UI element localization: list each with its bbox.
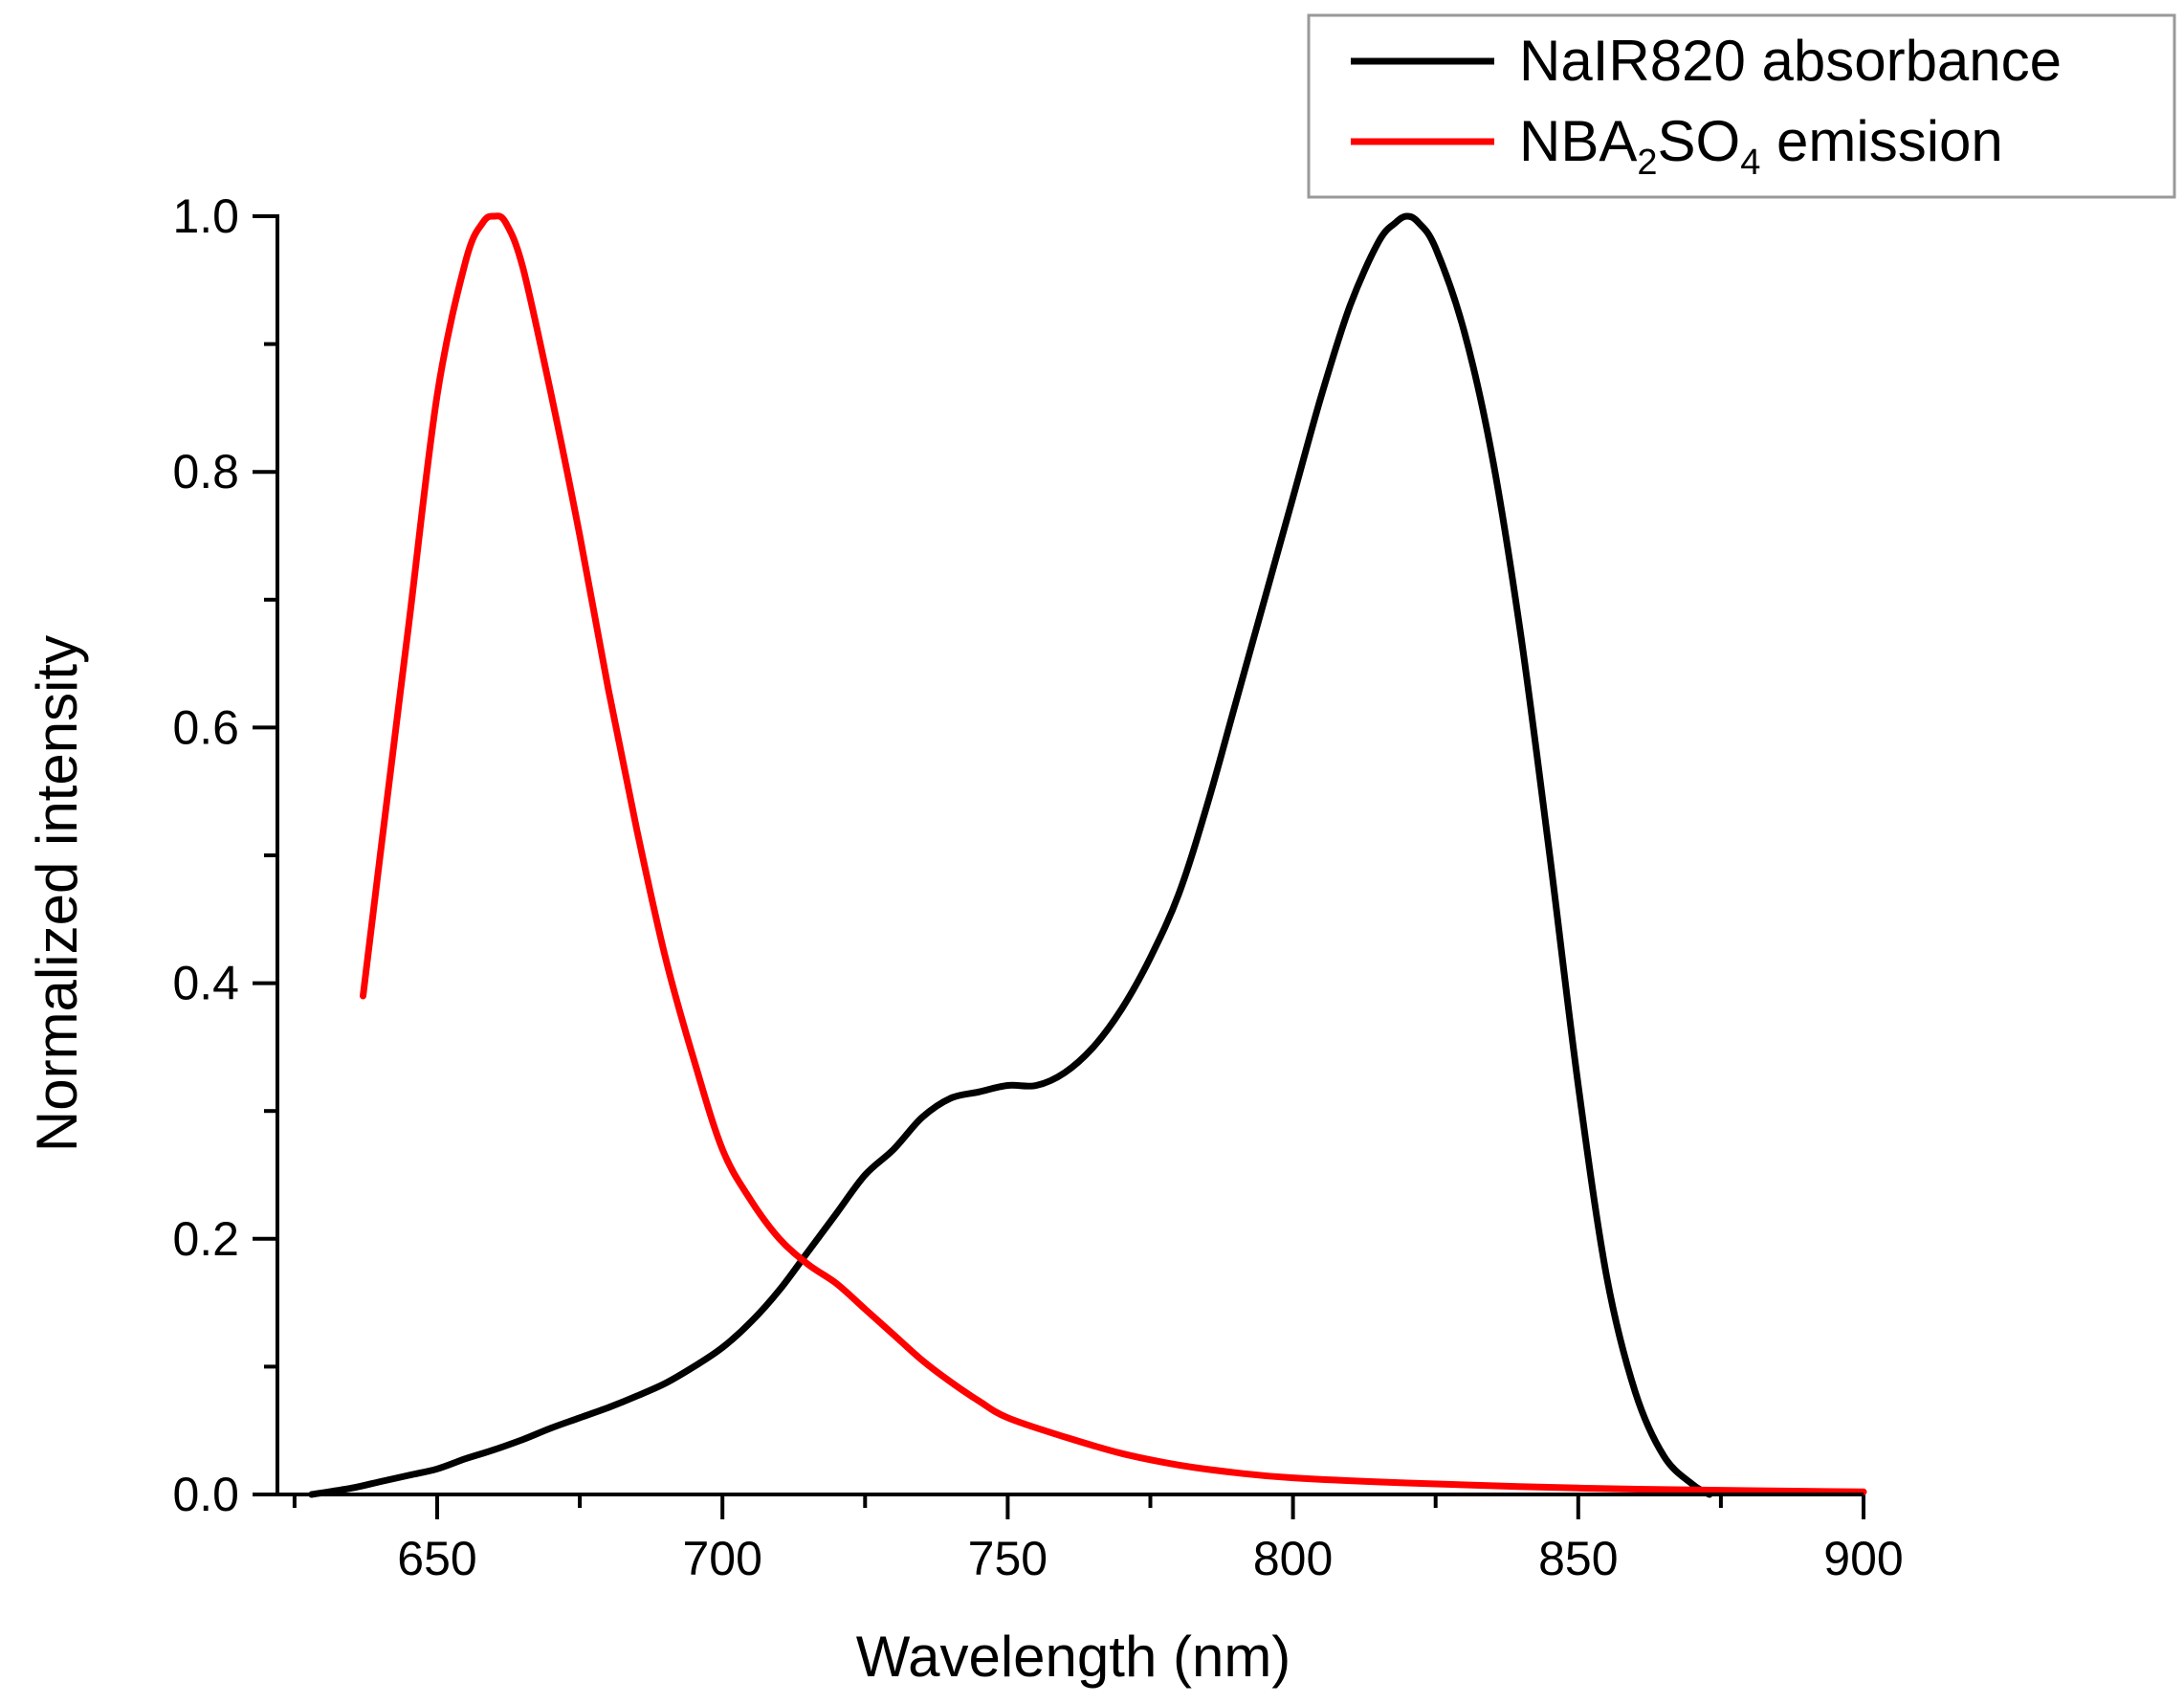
y-tick-label: 0.6: [172, 700, 239, 754]
legend-emission-tail: emission: [1760, 109, 2002, 173]
x-tick-label: 900: [1823, 1532, 1903, 1585]
legend-emission-sub-4: 4: [1740, 143, 1760, 183]
legend-emission-mid: SO: [1658, 109, 1741, 173]
legend-emission-main: NBA: [1519, 109, 1637, 173]
y-tick-label: 1.0: [172, 189, 239, 243]
y-tick-label: 0.4: [172, 957, 239, 1010]
legend-emission-sub-2: 2: [1637, 143, 1657, 183]
ticks-layer: 650 700 750 800 850 900 0.0 0.2 0.4 0.6 0.8 1.0: [172, 189, 1903, 1585]
x-axis-title: Wavelength (nm): [856, 1625, 1291, 1689]
x-tick-label: 800: [1253, 1532, 1333, 1585]
x-tick-label: 850: [1538, 1532, 1618, 1585]
series-nba2so4-emission: [360, 212, 1867, 1495]
series-layer: [308, 212, 1867, 1498]
legend: NaIR820 absorbance NBA2SO4 emission: [1307, 13, 2176, 199]
y-axis-title: Normalized intensity: [25, 635, 89, 1152]
x-tick-label: 700: [682, 1532, 761, 1585]
y-tick-label: 0.0: [172, 1468, 239, 1521]
x-tick-label: 750: [968, 1532, 1048, 1585]
legend-box: [1307, 13, 2176, 199]
x-tick-label: 650: [397, 1532, 476, 1585]
legend-label-emission: NBA2SO4 emission: [1519, 109, 2003, 183]
y-tick-label: 0.8: [172, 445, 239, 498]
y-tick-label: 0.2: [172, 1212, 239, 1266]
series-nair820-absorbance: [308, 212, 1713, 1498]
legend-label-absorbance: NaIR820 absorbance: [1519, 29, 2062, 93]
